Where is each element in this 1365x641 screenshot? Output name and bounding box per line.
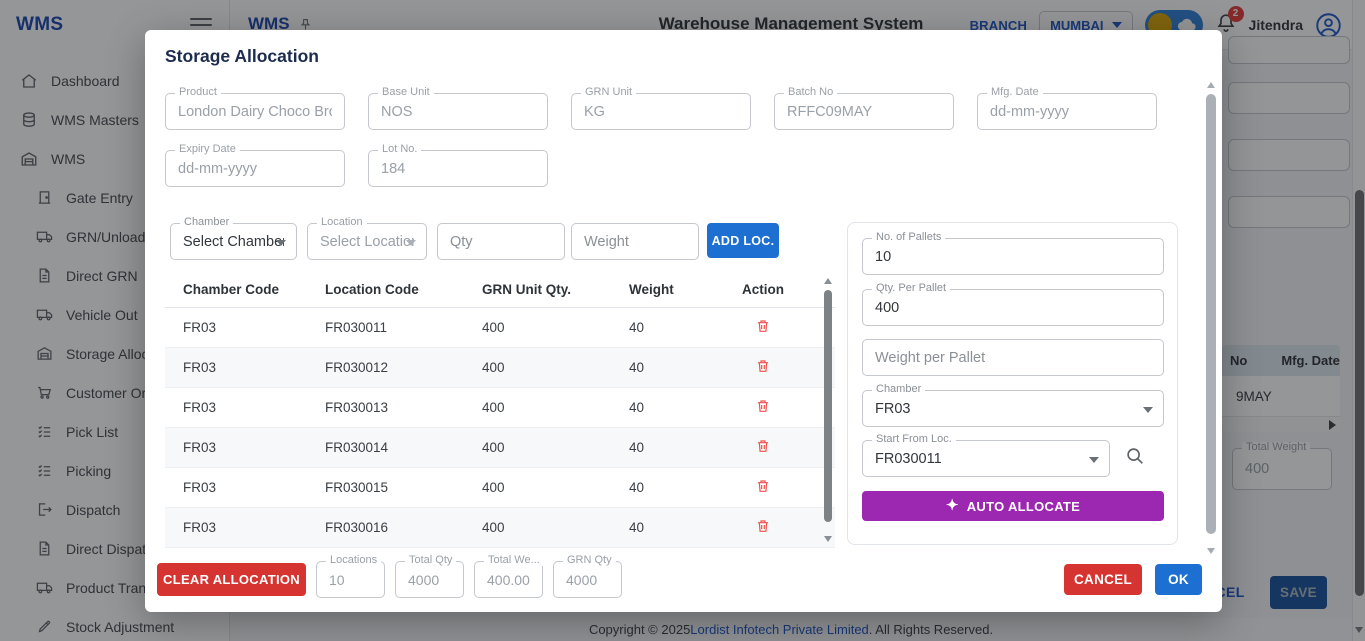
table-row: FR03FR030016 40040 [165,508,835,548]
auto-allocate-panel: No. of Pallets 10 Qty. Per Pallet 400 Ch… [847,222,1178,545]
delete-row-button[interactable] [749,476,777,499]
sparkle-icon: ✦ [946,498,959,513]
scroll-down-arrow-icon [824,536,832,542]
scroll-up-arrow-icon [1207,82,1215,88]
trash-icon [755,358,771,374]
chamber-select[interactable]: Chamber Select Chamber [170,223,297,260]
delete-row-button[interactable] [749,316,777,339]
ok-button[interactable]: OK [1155,564,1202,595]
dialog-title: Storage Allocation [165,46,319,67]
scrollbar-thumb[interactable] [824,290,832,522]
table-row: FR03FR030011 40040 [165,308,835,348]
cancel-button[interactable]: CANCEL [1064,564,1142,595]
weight-input-wrap [571,223,699,260]
qty-input-wrap [437,223,565,260]
storage-allocation-dialog: Storage Allocation ProductLondon Dairy C… [145,30,1222,612]
trash-icon [755,318,771,334]
table-scrollbar[interactable] [821,272,835,548]
table-row: FR03FR030014 40040 [165,428,835,468]
add-location-button[interactable]: ADD LOC. [707,223,779,258]
auto-allocate-button[interactable]: ✦ AUTO ALLOCATE [862,491,1164,521]
pallet-chamber-select[interactable]: Chamber FR03 [862,390,1164,427]
weight-per-pallet-wrap [862,339,1164,376]
delete-row-button[interactable] [749,516,777,539]
mfg-date-field: Mfg. Datedd-mm-yyyy [977,93,1157,130]
table-row: FR03FR030013 40040 [165,388,835,428]
location-select: Location Select Location [307,223,427,260]
lot-no-field: Lot No.184 [368,150,548,187]
allocation-table: Chamber CodeLocation Code GRN Unit Qty.W… [165,272,835,548]
table-row: FR03FR030012 40040 [165,348,835,388]
screen: WMS Dashboard WMS Masters WMS Gate Entry… [0,0,1365,641]
table-row: FR03FR030015 40040 [165,468,835,508]
base-unit-field: Base UnitNOS [368,93,548,130]
clear-allocation-button[interactable]: CLEAR ALLOCATION [157,563,306,596]
grn-qty-field: GRN Qty 4000 [553,561,622,598]
expiry-date-field: Expiry Datedd-mm-yyyy [165,150,345,187]
delete-row-button[interactable] [749,356,777,379]
scroll-down-arrow-icon [1207,548,1215,554]
weight-per-pallet-input[interactable] [875,350,1151,366]
start-from-loc-select[interactable]: Start From Loc. FR030011 [862,440,1110,477]
trash-icon [755,438,771,454]
trash-icon [755,518,771,534]
total-weight-field: Total We... 400.00 [474,561,543,598]
dialog-scrollbar[interactable] [1204,82,1218,554]
qty-per-pallet-field[interactable]: Qty. Per Pallet 400 [862,289,1164,326]
trash-icon [755,398,771,414]
scroll-up-arrow-icon [824,278,832,284]
product-field: ProductLondon Dairy Choco Bro [165,93,345,130]
table-header-row: Chamber CodeLocation Code GRN Unit Qty.W… [165,272,835,308]
qty-input[interactable] [450,234,552,250]
delete-row-button[interactable] [749,436,777,459]
locations-total-field: Locations 10 [316,561,385,598]
trash-icon [755,478,771,494]
grn-unit-field: GRN UnitKG [571,93,751,130]
search-icon[interactable] [1124,445,1146,467]
total-qty-field: Total Qty 4000 [395,561,464,598]
weight-input[interactable] [584,234,686,250]
batch-no-field: Batch NoRFFC09MAY [774,93,954,130]
no-of-pallets-field[interactable]: No. of Pallets 10 [862,238,1164,275]
scrollbar-thumb[interactable] [1206,94,1216,534]
delete-row-button[interactable] [749,396,777,419]
